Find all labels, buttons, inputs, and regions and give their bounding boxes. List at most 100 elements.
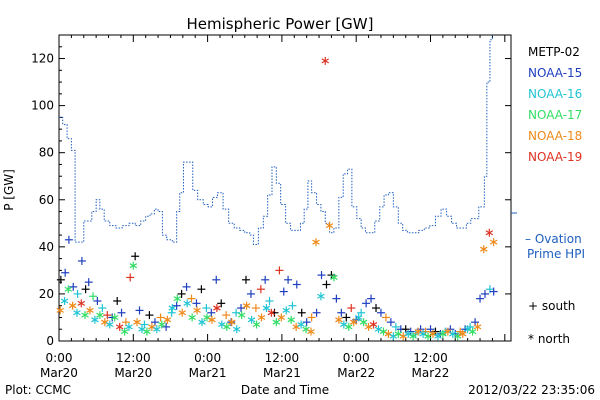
north-point (188, 313, 196, 322)
south-point (241, 275, 250, 284)
south-point (332, 294, 341, 303)
plot-timestamp: 2012/03/22 23:35:06 (468, 383, 595, 397)
north-point (330, 273, 338, 282)
north-point (473, 322, 482, 331)
north-point (68, 301, 77, 310)
legend: METP-02 NOAA-15 NOAA-16 NOAA-17 NOAA-18 NOAA-… (528, 45, 582, 164)
north-point (384, 329, 393, 338)
legend-entry: METP-02 (528, 45, 580, 59)
south-point (246, 289, 255, 298)
x-tick-date: Mar22 (337, 366, 375, 380)
north-point (183, 299, 191, 308)
x-axis: 0:00Mar2012:00Mar200:00Mar2112:00Mar210:… (40, 35, 506, 380)
north-point (277, 313, 286, 322)
south-point (93, 296, 102, 305)
north-point (153, 325, 161, 334)
south-point (202, 304, 211, 313)
south-point (56, 275, 65, 284)
south-point (172, 301, 181, 310)
north-point (287, 315, 295, 324)
y-tick-label: 120 (31, 52, 54, 66)
south-point (322, 280, 331, 289)
south-point (98, 304, 107, 313)
south-point (212, 275, 221, 284)
south-point (73, 289, 82, 298)
x-tick-date: Mar21 (263, 366, 301, 380)
south-point (64, 235, 73, 244)
south-point (131, 252, 140, 261)
south-point (489, 287, 498, 296)
x-axis-label: Date and Time (241, 383, 329, 397)
y-axis: 0 20 40 60 80 100 120 (31, 34, 511, 348)
north-point (335, 315, 343, 324)
north-point (458, 329, 467, 338)
x-tick-time: 12:00 (413, 351, 448, 365)
north-point (232, 325, 241, 334)
south-point (232, 308, 241, 317)
north-point (133, 318, 141, 327)
x-tick-date: Mar20 (40, 366, 78, 380)
north-point (321, 56, 330, 65)
north-point (96, 311, 104, 320)
north-point (223, 322, 231, 331)
south-point (81, 285, 90, 294)
south-point (367, 294, 376, 303)
south-point (61, 268, 70, 277)
north-point (218, 320, 226, 329)
north-point (110, 313, 119, 322)
south-point (145, 311, 154, 320)
south-point (197, 285, 206, 294)
north-point (468, 327, 477, 336)
y-axis-label: P [GW] (2, 169, 16, 211)
ovation-legend-line1: – Ovation (525, 232, 582, 246)
legend-entry: NOAA-17 (528, 108, 582, 122)
north-point (292, 322, 300, 331)
south-point (167, 308, 176, 317)
south-point (279, 287, 288, 296)
north-point (272, 318, 281, 327)
plot-frame (58, 34, 512, 342)
south-point (162, 322, 171, 331)
legend-entry: NOAA-18 (528, 129, 582, 143)
south-point (372, 304, 381, 313)
north-point (86, 306, 94, 315)
south-point (207, 308, 216, 317)
north-point (143, 327, 151, 336)
north-point (307, 327, 315, 336)
chart-title: Hemispheric Power [GW] (187, 15, 374, 33)
north-point (213, 304, 221, 313)
south-point (386, 318, 395, 327)
north-point (198, 318, 206, 327)
north-point (247, 315, 256, 324)
y-tick-label: 20 (39, 287, 54, 301)
north-point (178, 308, 186, 317)
x-tick-time: 12:00 (265, 351, 300, 365)
observation-points (56, 56, 498, 341)
south-point (284, 275, 293, 284)
legend-entry: NOAA-15 (528, 66, 582, 80)
south-point (347, 304, 356, 313)
north-point (115, 322, 124, 331)
north-point (312, 238, 320, 247)
x-tick-date: Mar21 (189, 366, 227, 380)
north-point (252, 320, 261, 329)
south-point (89, 292, 98, 301)
north-point (173, 294, 182, 303)
north-point (485, 228, 494, 237)
north-point (262, 304, 271, 313)
legend-north: * north (528, 332, 570, 346)
south-point (265, 296, 274, 305)
north-point (168, 304, 177, 313)
north-point (349, 318, 358, 327)
north-point (489, 238, 498, 247)
south-point (337, 308, 346, 317)
north-point (101, 318, 109, 327)
south-point (177, 289, 186, 298)
north-point (193, 306, 201, 315)
north-point (77, 299, 86, 308)
north-point (125, 322, 133, 331)
north-point (379, 327, 388, 336)
north-point (317, 292, 325, 301)
north-point (369, 320, 378, 329)
